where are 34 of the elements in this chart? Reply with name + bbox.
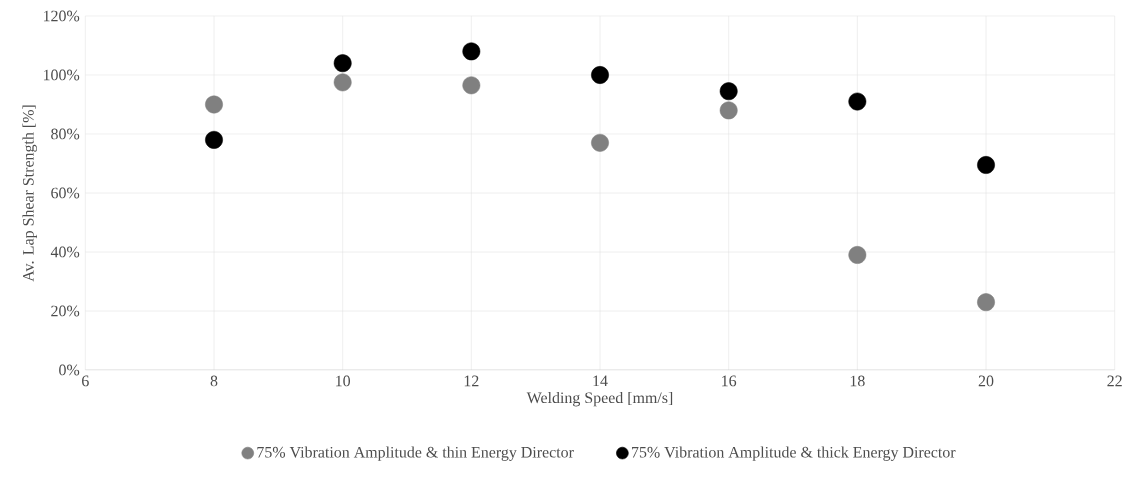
x-tick-label: 12 [464, 375, 479, 387]
x-tick-label: 18 [850, 375, 865, 387]
y-tick-label: 120% [43, 10, 80, 22]
point [205, 95, 223, 114]
point [591, 66, 609, 84]
point [848, 92, 867, 111]
legend-label: 75% Vibration Amplitude & thin Energy Director [257, 446, 574, 461]
y-axis-title: Av. Lap Shear Strength [%] [22, 105, 37, 282]
y-tick-label: 40% [50, 246, 80, 258]
point [977, 293, 995, 312]
point [719, 101, 738, 120]
y-tick-label: 100% [43, 69, 80, 81]
point [719, 82, 738, 101]
x-tick-label: 20 [978, 375, 994, 387]
y-tick-label: 60% [51, 187, 80, 199]
y-tick-label: 80% [51, 128, 80, 140]
point [333, 54, 352, 73]
point [205, 130, 223, 149]
y-tick-label: 0% [59, 364, 80, 376]
y-tick-label: 20% [51, 305, 80, 317]
x-tick-label: 14 [593, 375, 608, 387]
point [333, 73, 352, 92]
x-tick-label: 8 [210, 375, 218, 387]
point [462, 76, 481, 95]
point [977, 156, 995, 174]
point [848, 246, 867, 264]
x-tick-label: 16 [722, 375, 737, 387]
x-tick-label: 6 [82, 375, 89, 387]
point [591, 133, 609, 152]
x-tick-label: 22 [1107, 375, 1122, 387]
point [462, 42, 481, 61]
x-axis-title: Welding Speed [mm/s] [526, 391, 673, 407]
x-tick-label: 10 [336, 375, 351, 387]
legend-label: 75% Vibration Amplitude & thick Energy Director [632, 446, 956, 461]
